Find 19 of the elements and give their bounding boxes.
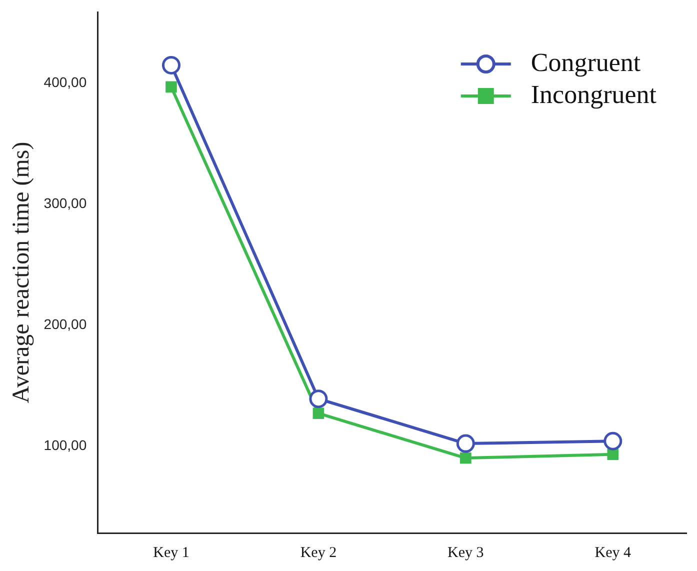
- point: [604, 432, 622, 450]
- y-tick-label: 100,00: [44, 436, 87, 453]
- x-tick-label: Key 2: [300, 544, 337, 561]
- point: [607, 448, 619, 460]
- point: [162, 56, 180, 74]
- legend-label: Incongruent: [530, 80, 658, 109]
- point: [166, 81, 177, 93]
- y-tick-label: 300,00: [44, 195, 87, 212]
- point: [312, 408, 324, 419]
- y-tick-label: 200,00: [44, 316, 87, 332]
- x-tick-label: Key 1: [153, 544, 190, 561]
- x-tick-label: Key 4: [594, 544, 632, 561]
- legend-label: Congruent: [530, 48, 642, 77]
- point: [309, 390, 328, 408]
- x-tick-label: Key 3: [448, 544, 484, 561]
- point: [456, 434, 475, 453]
- y-axis-title: Average reaction time (ms): [8, 142, 35, 404]
- point: [460, 452, 472, 464]
- y-tick-label: 400,00: [44, 74, 87, 90]
